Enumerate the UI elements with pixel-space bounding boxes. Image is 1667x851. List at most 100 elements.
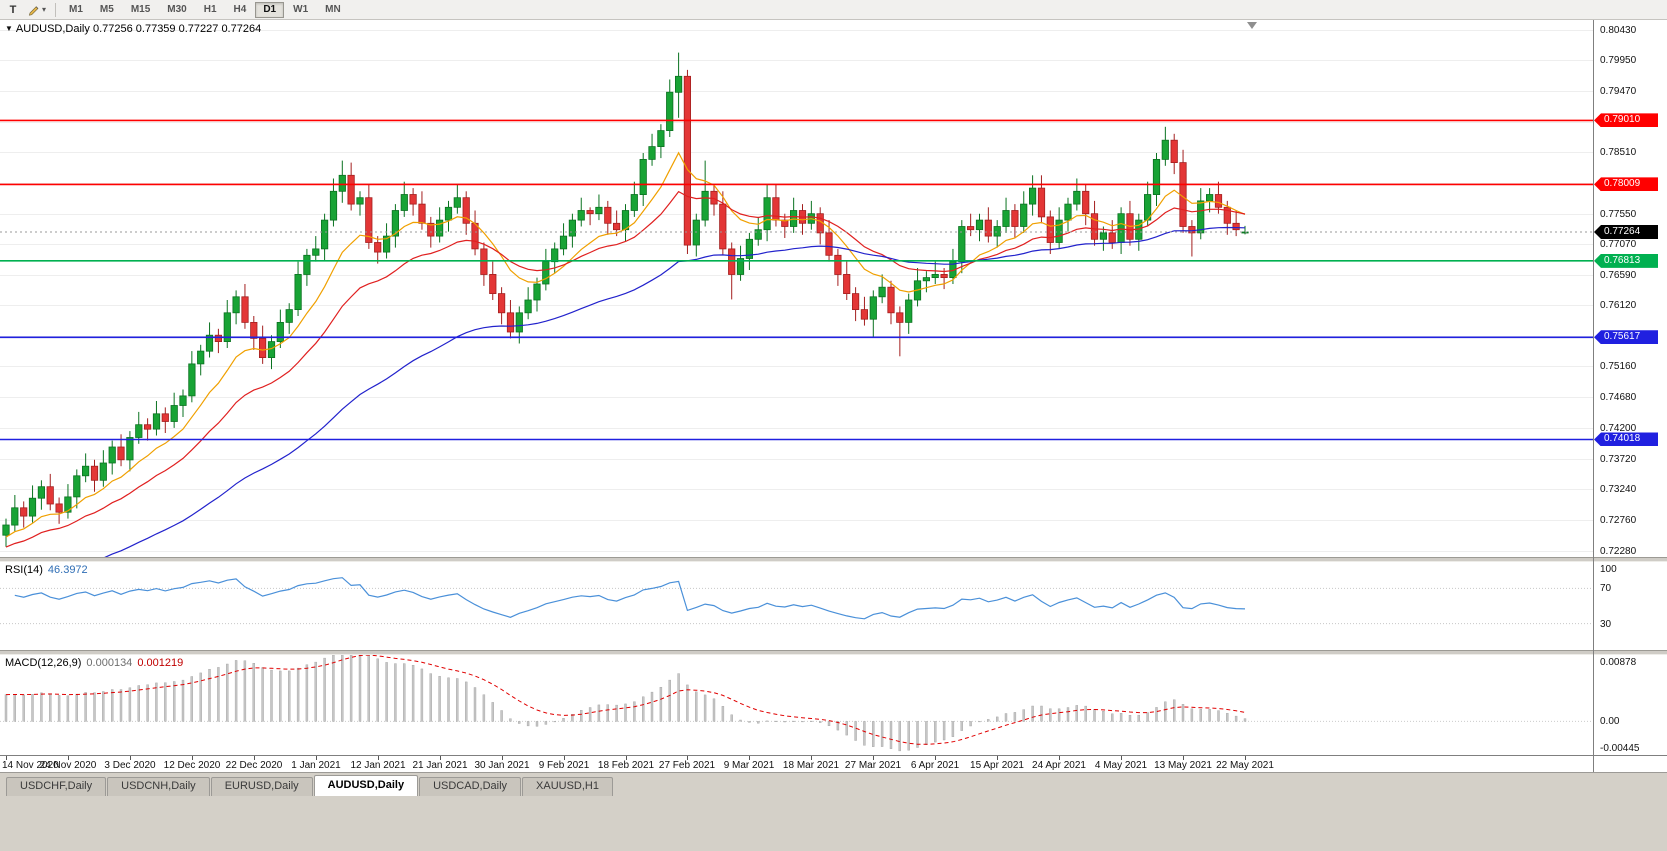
time-tick-label: 21 Jan 2021 — [412, 760, 468, 771]
price-tick-label: 0.74200 — [1600, 422, 1637, 434]
time-tick-label: 18 Mar 2021 — [782, 760, 840, 771]
price-gridlines — [0, 30, 1593, 552]
symbol-period-label: AUDUSD,Daily — [15, 23, 90, 35]
macd-pane[interactable]: MACD(12,26,9) 0.000134 0.001219 — [0, 655, 1593, 755]
rsi-tick-label: 30 — [1600, 618, 1612, 630]
chart-tabs: USDCHF,Daily USDCNH,Daily EURUSD,Daily AUDU… — [0, 772, 1667, 796]
time-tick-label: 27 Mar 2021 — [844, 760, 902, 771]
price-tick-label: 0.78510 — [1600, 147, 1637, 159]
pane-separator[interactable] — [0, 557, 1667, 562]
time-tick-label: 4 May 2021 — [1094, 760, 1148, 771]
chevron-down-icon: ▾ — [42, 5, 47, 14]
rsi-value: 46.3972 — [47, 564, 88, 576]
ma-line-10 — [5, 151, 1246, 538]
timeframe-button-m15[interactable]: M15 — [130, 4, 151, 15]
rsi-tick-label: 70 — [1600, 583, 1612, 595]
time-tick — [749, 756, 750, 760]
price-tick-label: 0.76590 — [1600, 270, 1637, 282]
text-tool-button[interactable]: T — [3, 1, 23, 18]
time-tick-label: 12 Dec 2020 — [163, 760, 221, 771]
time-tick-label: 22 Dec 2020 — [225, 760, 283, 771]
time-tick — [378, 756, 379, 760]
price-tick-label: 0.80430 — [1600, 24, 1637, 36]
price-tick-label: 0.76120 — [1600, 300, 1637, 312]
price-tick-label: 0.72760 — [1600, 514, 1637, 526]
time-tick — [192, 756, 193, 760]
time-tick — [440, 756, 441, 760]
rsi-label: RSI(14) 46.3972 — [5, 564, 88, 576]
candlesticks — [2, 52, 1249, 547]
time-tick — [502, 756, 503, 760]
level-price-label: 0.75617 — [1594, 330, 1658, 345]
price-tick-label: 0.75160 — [1600, 361, 1637, 373]
rsi-axis: 100 70 30 — [1594, 562, 1667, 650]
price-tick-label: 0.73720 — [1600, 453, 1637, 465]
rsi-pane[interactable]: RSI(14) 46.3972 — [0, 562, 1593, 650]
timeframe-button-d1[interactable]: D1 — [255, 1, 285, 18]
rsi-chart — [0, 577, 1593, 625]
time-tick-label: 1 Jan 2021 — [291, 760, 341, 771]
price-tick-label: 0.79950 — [1600, 55, 1637, 67]
ohlc-low: 0.77227 — [178, 23, 219, 35]
price-axis[interactable]: 0.804300.799500.794700.789900.785100.780… — [1594, 20, 1667, 557]
macd-chart — [0, 655, 1593, 752]
timeframe-button-m1[interactable]: M1 — [69, 4, 83, 15]
ma-line-21 — [5, 190, 1246, 548]
rsi-name: RSI(14) — [5, 564, 43, 576]
timeframe-button-w1[interactable]: W1 — [293, 4, 309, 15]
time-tick-label: 6 Apr 2021 — [910, 760, 960, 771]
price-chart-pane[interactable]: ▼ AUDUSD,Daily 0.77256 0.77359 0.77227 0.… — [0, 20, 1593, 557]
time-axis[interactable]: 14 Nov 2020 24 Nov 2020 3 Dec 2020 12 Dec 2… — [0, 755, 1667, 772]
macd-main-value: 0.000134 — [86, 657, 133, 669]
toolbar: T ▾ M1 M5 M15 M30 H1 H4 D1 W1 MN — [0, 0, 1667, 20]
ohlc-close: 0.77264 — [221, 23, 262, 35]
time-tick-label: 15 Apr 2021 — [970, 760, 1024, 771]
price-tick-label: 0.74680 — [1600, 392, 1637, 404]
macd-tick-label: 0.00878 — [1600, 657, 1637, 668]
timeframe-button-h4[interactable]: H4 — [233, 4, 247, 15]
timeframe-button-h1[interactable]: H1 — [203, 4, 217, 15]
macd-axis: 0.00878 0.00 -0.00445 — [1594, 655, 1667, 755]
time-tick — [626, 756, 627, 760]
chart-tab-xauusd-h1[interactable]: XAUUSD,H1 — [522, 777, 613, 796]
macd-label: MACD(12,26,9) 0.000134 0.001219 — [5, 657, 183, 669]
draw-tool-button[interactable]: ▾ — [23, 1, 50, 18]
time-tick — [68, 756, 69, 760]
level-price-label: 0.76813 — [1594, 253, 1658, 268]
toolbar-separator — [55, 2, 57, 17]
time-tick — [935, 756, 936, 760]
macd-name: MACD(12,26,9) — [5, 657, 82, 669]
timeframe-button-m30[interactable]: M30 — [167, 4, 187, 15]
time-tick — [1245, 756, 1246, 760]
macd-tick-label: 0.00 — [1600, 716, 1620, 728]
chart-tab-usdcnh-daily[interactable]: USDCNH,Daily — [107, 777, 210, 796]
price-tick-label: 0.77070 — [1600, 239, 1637, 251]
time-tick-label: 9 Feb 2021 — [538, 760, 590, 771]
rsi-tick-label: 100 — [1600, 564, 1617, 575]
price-tick-label: 0.72280 — [1600, 545, 1637, 557]
time-tick — [997, 756, 998, 760]
candlestick-chart — [0, 22, 1593, 557]
chart-tab-usdcad-daily[interactable]: USDCAD,Daily — [419, 777, 522, 796]
chart-title: ▼ AUDUSD,Daily 0.77256 0.77359 0.77227 0.… — [5, 23, 261, 35]
pane-separator[interactable] — [0, 650, 1667, 655]
chart-tab-usdchf-daily[interactable]: USDCHF,Daily — [6, 777, 107, 796]
time-tick — [1183, 756, 1184, 760]
chart-tab-eurusd-daily[interactable]: EURUSD,Daily — [210, 777, 313, 796]
price-tick-label: 0.77550 — [1600, 208, 1637, 220]
chart-shift-marker — [1247, 22, 1257, 29]
chart-tab-audusd-daily[interactable]: AUDUSD,Daily — [313, 775, 419, 796]
time-tick-label: 3 Dec 2020 — [104, 760, 156, 771]
pencil-icon — [27, 3, 40, 16]
horizontal-level-lines[interactable] — [0, 119, 1593, 441]
timeframe-button-m5[interactable]: M5 — [99, 4, 114, 15]
timeframe-button-mn[interactable]: MN — [325, 4, 341, 15]
time-tick-label: 22 May 2021 — [1216, 760, 1274, 771]
time-tick — [873, 756, 874, 760]
moving-averages — [5, 151, 1246, 557]
macd-tick-label: -0.00445 — [1600, 743, 1640, 754]
price-tick-label: 0.73240 — [1600, 484, 1637, 496]
time-tick — [316, 756, 317, 760]
macd-signal-line — [5, 655, 1246, 745]
